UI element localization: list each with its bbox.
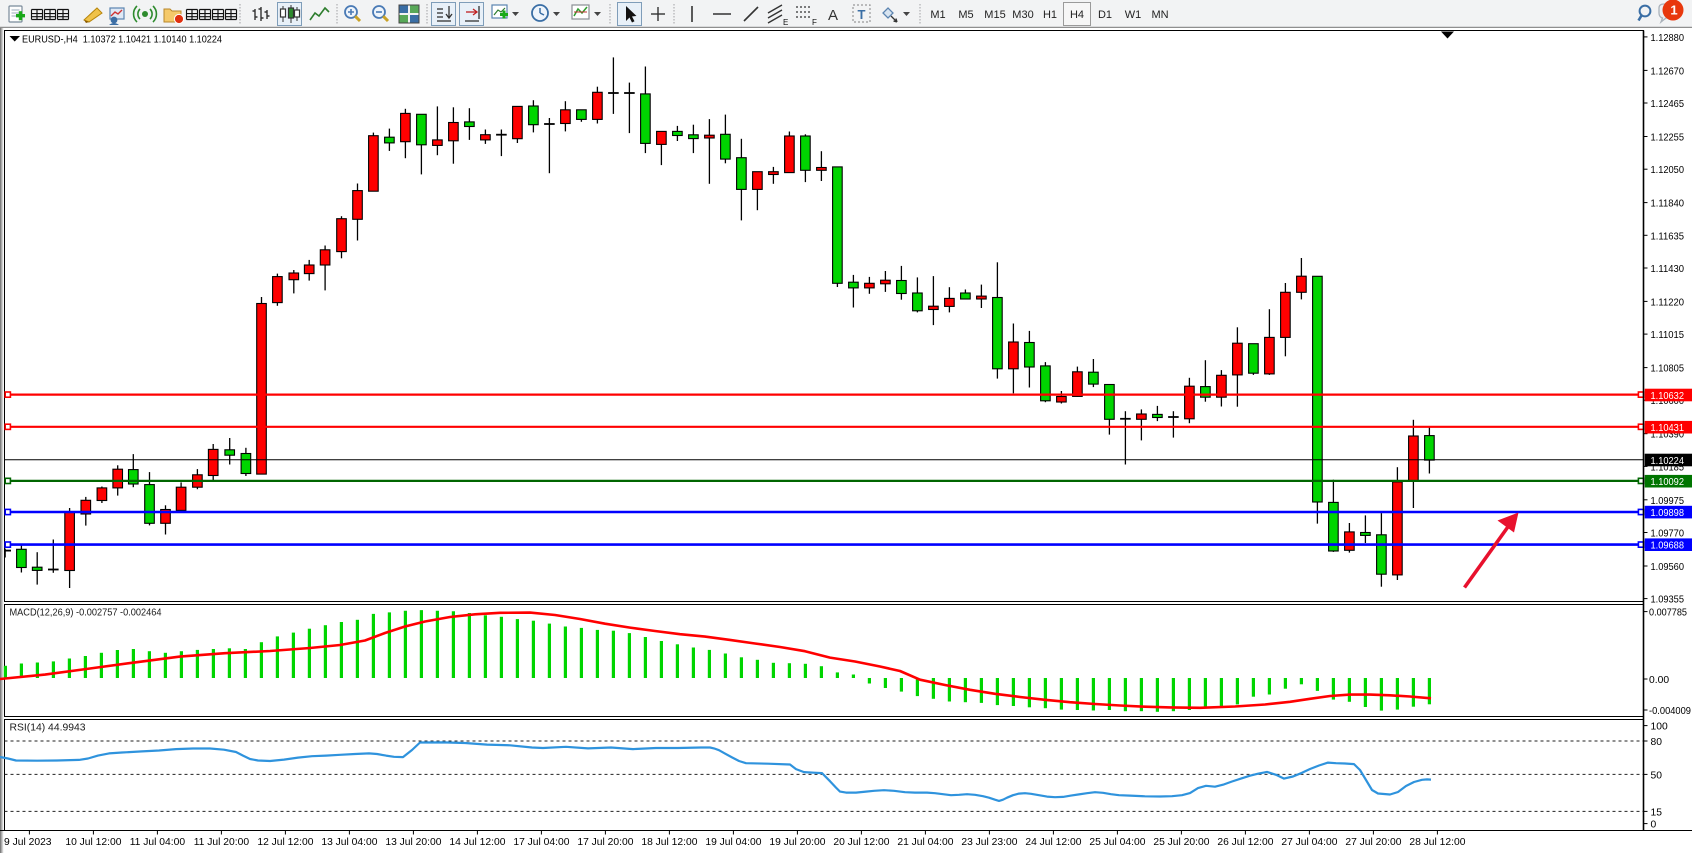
svg-text:-0.004009: -0.004009 bbox=[1649, 706, 1691, 717]
svg-text:0.007785: 0.007785 bbox=[1649, 608, 1687, 619]
svg-text:1.10390: 1.10390 bbox=[1651, 430, 1685, 441]
svg-text:11 Jul 04:00: 11 Jul 04:00 bbox=[130, 837, 186, 848]
svg-text:1.09770: 1.09770 bbox=[1651, 529, 1685, 540]
svg-text:1.12670: 1.12670 bbox=[1651, 66, 1685, 77]
svg-text:1.11635: 1.11635 bbox=[1651, 231, 1685, 242]
svg-text:1.11015: 1.11015 bbox=[1651, 330, 1685, 341]
svg-text:1.10185: 1.10185 bbox=[1651, 462, 1685, 473]
svg-text:18 Jul 12:00: 18 Jul 12:00 bbox=[641, 837, 697, 848]
svg-text:1.09975: 1.09975 bbox=[1651, 496, 1685, 507]
svg-text:D1: D1 bbox=[1098, 9, 1112, 21]
svg-text:1.12255: 1.12255 bbox=[1651, 133, 1685, 144]
svg-text:M15: M15 bbox=[984, 9, 1005, 21]
svg-text:1.10805: 1.10805 bbox=[1651, 364, 1685, 375]
svg-text:1.11220: 1.11220 bbox=[1651, 297, 1685, 308]
svg-text:H4: H4 bbox=[1070, 9, 1084, 21]
svg-text:0.00: 0.00 bbox=[1649, 675, 1669, 686]
svg-text:27 Jul 20:00: 27 Jul 20:00 bbox=[1345, 837, 1401, 848]
svg-text:EURUSD-,H4 1.10372 1.10421 1.: EURUSD-,H4 1.10372 1.10421 1.10140 1.102… bbox=[22, 35, 222, 46]
svg-text:11 Jul 20:00: 11 Jul 20:00 bbox=[194, 837, 250, 848]
svg-text:12 Jul 12:00: 12 Jul 12:00 bbox=[257, 837, 313, 848]
svg-text:1.10092: 1.10092 bbox=[1651, 477, 1685, 488]
svg-text:M1: M1 bbox=[930, 9, 945, 21]
svg-text:1.12880: 1.12880 bbox=[1651, 33, 1685, 44]
svg-text:25 Jul 04:00: 25 Jul 04:00 bbox=[1089, 837, 1145, 848]
svg-text:1.11430: 1.11430 bbox=[1651, 264, 1685, 275]
svg-text:10 Jul 12:00: 10 Jul 12:00 bbox=[65, 837, 121, 848]
svg-text:MACD(12,26,9) -0.002757 -0.002: MACD(12,26,9) -0.002757 -0.002464 bbox=[10, 608, 162, 619]
svg-text:1.12465: 1.12465 bbox=[1651, 99, 1685, 110]
svg-text:1.09355: 1.09355 bbox=[1651, 595, 1685, 606]
svg-text:23 Jul 23:00: 23 Jul 23:00 bbox=[961, 837, 1017, 848]
svg-text:T: T bbox=[858, 7, 866, 22]
svg-text:M5: M5 bbox=[958, 9, 973, 21]
svg-text:M30: M30 bbox=[1012, 9, 1033, 21]
svg-text:1.09688: 1.09688 bbox=[1651, 541, 1685, 552]
svg-text:1.10632: 1.10632 bbox=[1651, 391, 1685, 402]
svg-text:1.10431: 1.10431 bbox=[1651, 423, 1685, 434]
svg-text:21 Jul 04:00: 21 Jul 04:00 bbox=[897, 837, 953, 848]
svg-text:9 Jul 2023: 9 Jul 2023 bbox=[4, 837, 52, 848]
svg-text:1.11840: 1.11840 bbox=[1651, 199, 1685, 210]
svg-text:26 Jul 12:00: 26 Jul 12:00 bbox=[1217, 837, 1273, 848]
svg-text:27 Jul 04:00: 27 Jul 04:00 bbox=[1281, 837, 1337, 848]
svg-text:0: 0 bbox=[1651, 820, 1657, 831]
svg-text:28 Jul 12:00: 28 Jul 12:00 bbox=[1409, 837, 1465, 848]
svg-text:1.10224: 1.10224 bbox=[1651, 456, 1685, 467]
svg-text:13 Jul 04:00: 13 Jul 04:00 bbox=[321, 837, 377, 848]
svg-text:H1: H1 bbox=[1043, 9, 1057, 21]
svg-text:19 Jul 20:00: 19 Jul 20:00 bbox=[769, 837, 825, 848]
svg-text:24 Jul 12:00: 24 Jul 12:00 bbox=[1025, 837, 1081, 848]
svg-text:1.12050: 1.12050 bbox=[1651, 165, 1685, 176]
svg-text:15: 15 bbox=[1651, 807, 1663, 818]
svg-text:F: F bbox=[812, 18, 817, 27]
svg-text:1.10600: 1.10600 bbox=[1651, 396, 1685, 407]
svg-text:A: A bbox=[828, 7, 838, 24]
svg-text:1.09560: 1.09560 bbox=[1651, 562, 1685, 573]
svg-text:17 Jul 20:00: 17 Jul 20:00 bbox=[577, 837, 633, 848]
svg-text:RSI(14) 44.9943: RSI(14) 44.9943 bbox=[10, 723, 86, 734]
svg-text:80: 80 bbox=[1651, 737, 1663, 748]
svg-text:14 Jul 12:00: 14 Jul 12:00 bbox=[449, 837, 505, 848]
svg-text:100: 100 bbox=[1651, 722, 1668, 733]
svg-text:20 Jul 12:00: 20 Jul 12:00 bbox=[833, 837, 889, 848]
svg-text:1: 1 bbox=[1670, 3, 1677, 18]
svg-text:25 Jul 20:00: 25 Jul 20:00 bbox=[1153, 837, 1209, 848]
svg-text:17 Jul 04:00: 17 Jul 04:00 bbox=[513, 837, 569, 848]
svg-text:19 Jul 04:00: 19 Jul 04:00 bbox=[705, 837, 761, 848]
svg-text:MN: MN bbox=[1151, 9, 1168, 21]
svg-text:13 Jul 20:00: 13 Jul 20:00 bbox=[385, 837, 441, 848]
svg-text:E: E bbox=[783, 18, 788, 27]
svg-text:W1: W1 bbox=[1125, 9, 1142, 21]
svg-text:50: 50 bbox=[1651, 770, 1663, 781]
svg-text:1.09898: 1.09898 bbox=[1651, 508, 1685, 519]
